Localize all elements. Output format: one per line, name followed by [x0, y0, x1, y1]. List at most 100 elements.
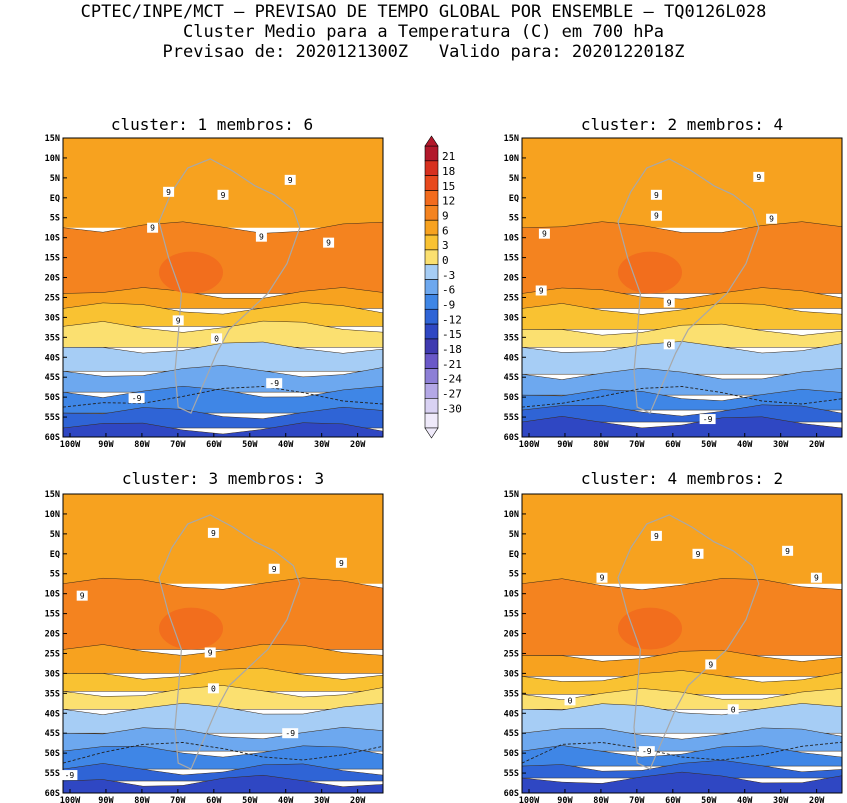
lon-label: 20W	[350, 796, 366, 803]
contour-label-box	[204, 647, 216, 658]
contour-label: 9	[600, 574, 605, 583]
colorbar-label: -6	[442, 284, 455, 297]
colorbar-swatch	[424, 160, 439, 176]
colorbar-swatch	[424, 175, 439, 191]
lat-label: 35S	[45, 689, 60, 699]
colorbar-label: 15	[442, 180, 455, 193]
lat-label: 60S	[45, 433, 60, 443]
contour-label: 9	[208, 648, 213, 657]
contour-label: 9	[814, 574, 819, 583]
contour-minus-9	[63, 742, 383, 764]
contour-label: 9	[272, 565, 277, 574]
temperature-band	[522, 287, 842, 309]
lat-label: 20S	[504, 630, 519, 640]
lon-label: 30W	[314, 796, 330, 803]
lon-label: 90W	[557, 440, 573, 450]
contour-label-box	[564, 695, 576, 706]
colorbar: 21 18 15 129 6 3 0 -3 -6 -9-12 -15 -18 -21 -24 -27-30	[424, 135, 462, 439]
lat-label: 5N	[50, 530, 60, 540]
colorbar-label: -30	[442, 402, 462, 415]
contour-label-box	[638, 746, 655, 757]
lon-label: 60W	[206, 796, 222, 803]
lon-label: 50W	[701, 796, 717, 803]
lat-label: 45S	[45, 373, 60, 383]
temperature-band	[63, 577, 383, 650]
colorbar-label: -21	[442, 358, 462, 371]
warm-core	[159, 607, 223, 650]
lat-label: EQ	[50, 194, 60, 204]
lat-label: 20S	[45, 630, 60, 640]
continent-outline	[617, 514, 760, 770]
temperature-band	[522, 578, 842, 656]
temperature-band	[522, 367, 842, 396]
colorbar-swatch	[424, 338, 439, 355]
lat-label: EQ	[50, 550, 60, 560]
contour-label-box	[650, 210, 662, 221]
lon-label: 100W	[60, 440, 81, 450]
contour-label-box	[211, 333, 223, 344]
contour-label-box	[128, 393, 145, 404]
contour-label: -9	[703, 415, 713, 424]
temperature-field	[63, 138, 383, 437]
map-panel-cluster-1: cluster: 1 membros: 6 15N 10N 5N EQ 5S 10S 15S 2…	[45, 115, 384, 450]
contour-label: 0	[731, 705, 736, 714]
colorbar-swatch	[424, 279, 439, 295]
continent-outline	[158, 158, 301, 414]
contour-label-box	[538, 228, 550, 239]
contour-label-box	[76, 590, 88, 601]
lat-label: 55S	[45, 769, 60, 779]
contour-label: 9	[667, 298, 672, 307]
lat-label: 60S	[504, 789, 519, 799]
lon-label: 80W	[134, 796, 150, 803]
lat-label: 10S	[45, 234, 60, 244]
lon-label: 70W	[629, 796, 645, 803]
temperature-band	[522, 494, 842, 584]
lat-label: 15N	[45, 134, 60, 144]
temperature-band	[63, 385, 383, 414]
temperature-band	[63, 422, 383, 437]
lon-label: 90W	[98, 796, 114, 803]
colorbar-label: 18	[442, 165, 455, 178]
lon-label: 90W	[557, 796, 573, 803]
lat-label: 25S	[45, 649, 60, 659]
colorbar-label: 6	[442, 224, 449, 237]
temperature-band	[522, 649, 842, 677]
lon-label: 80W	[593, 796, 609, 803]
lat-label: 5S	[509, 214, 519, 224]
lat-label: 30S	[45, 669, 60, 679]
colorbar-swatch	[424, 412, 439, 429]
contour-label: -9	[65, 771, 75, 780]
lat-label: 15N	[504, 134, 519, 144]
temperature-field	[522, 494, 842, 793]
colorbar-label: -27	[442, 388, 462, 401]
contour-minus-9	[63, 386, 383, 408]
contour-label: 9	[150, 224, 155, 233]
lat-label: 25S	[504, 293, 519, 303]
lat-label: 40S	[45, 353, 60, 363]
lat-label: 10S	[504, 590, 519, 600]
lat-label: 10N	[45, 510, 60, 520]
colorbar-label: -18	[442, 343, 462, 356]
colorbar-swatch	[424, 264, 439, 280]
lon-label: 60W	[665, 796, 681, 803]
lat-label: 5S	[50, 214, 60, 224]
panel-title: cluster: 3 membros: 3	[122, 469, 324, 488]
lon-label: 90W	[98, 440, 114, 450]
temperature-band	[522, 323, 842, 348]
lat-label: 10N	[45, 154, 60, 164]
map-panel-cluster-4: cluster: 4 membros: 2 15N 10N 5N EQ 5S 10S 15S 2…	[504, 469, 843, 803]
contour-label-box	[268, 563, 280, 574]
lat-label: 10S	[45, 590, 60, 600]
lon-label: 40W	[278, 440, 294, 450]
lon-label: 100W	[519, 796, 540, 803]
contour-label-box	[766, 213, 778, 224]
lat-label: 5S	[509, 570, 519, 580]
lat-label: 5N	[50, 174, 60, 184]
panel-title: cluster: 2 membros: 4	[581, 115, 783, 134]
lat-label: 30S	[45, 313, 60, 323]
contour-label-box	[207, 527, 219, 538]
contour-label-box	[753, 171, 765, 182]
colorbar-swatch	[424, 368, 439, 384]
lon-label: 50W	[242, 796, 258, 803]
lat-label: 30S	[504, 313, 519, 323]
